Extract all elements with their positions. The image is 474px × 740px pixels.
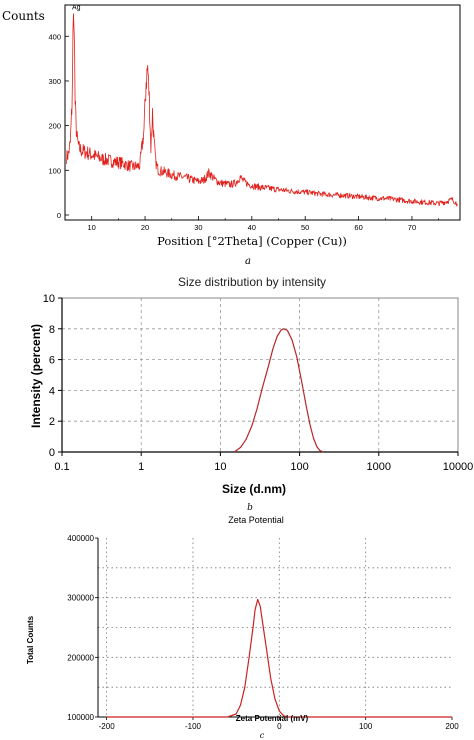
panel-a-x-tick-label: 40 — [248, 223, 256, 232]
panel-b-title: Size distribution by intensity — [178, 275, 326, 289]
panel-b-frame — [61, 297, 459, 453]
panel-a-x-tick-label: 60 — [354, 223, 362, 232]
panel-b-x-ticks: 0.1 1 10 100 1000 10000 — [54, 452, 473, 473]
panel-c-grid — [98, 538, 452, 717]
panel-a-y-tick-label: 0 — [57, 211, 61, 220]
panel-a-y-tick-label: 100 — [48, 166, 61, 175]
panel-c-y-tick-label: 400000 — [67, 534, 94, 543]
panel-a-frame — [64, 4, 461, 221]
panel-a-x-tick-label: 50 — [301, 223, 309, 232]
panel-b-series-line — [233, 328, 324, 453]
panel-a-xrd-chart: Counts 0 100 200 300 400 10 20 30 40 50 60 70 Ag P… — [2, 4, 461, 267]
panel-b-ylabel: Intensity (percent) — [29, 324, 43, 428]
panel-b-axes — [61, 297, 459, 453]
panel-c-x-tick-label: -100 — [185, 722, 202, 731]
panel-b-y-tick-label: 2 — [49, 416, 55, 428]
panel-b-y-tick-label: 10 — [43, 293, 55, 305]
panel-c-y-tick-label: 100000 — [67, 713, 94, 722]
panel-b-y-tick-label: 4 — [49, 385, 55, 397]
panel-a-x-tick-label: 20 — [141, 223, 149, 232]
panel-a-label: a — [245, 256, 251, 267]
panel-a-y-tick-label: 300 — [48, 77, 61, 86]
panel-c-x-tick-label: 200 — [445, 722, 459, 731]
panel-b-xlabel: Size (d.nm) — [222, 482, 286, 496]
panel-b-size-chart: Size distribution by intensity 0 2 4 6 8 10 0… — [29, 275, 473, 513]
panel-b-y-tick-label: 8 — [49, 324, 55, 336]
panel-a-series-line — [66, 13, 458, 207]
panel-b-y-tick-label: 0 — [49, 447, 55, 459]
panel-b-x-tick-label: 10 — [214, 461, 226, 473]
panel-c-label: c — [260, 731, 265, 740]
panel-a-xlabel: Position [°2Theta] (Copper (Cu)) — [157, 234, 347, 248]
panel-a-x-ticks: 10 20 30 40 50 60 70 — [64, 216, 439, 232]
panel-a-y-tick-label: 400 — [48, 32, 61, 41]
panel-c-x-ticks: -200 -100 0 100 200 — [99, 717, 459, 731]
panel-a-x-tick-label: 30 — [194, 223, 202, 232]
panel-b-x-tick-label: 1 — [138, 461, 144, 473]
panel-c-x-tick-label: 100 — [359, 722, 373, 731]
panel-a-x-tick-label: 10 — [88, 223, 96, 232]
panel-b-x-tick-label: 100 — [290, 461, 308, 473]
panel-a-y-ticks: 0 100 200 300 400 — [48, 32, 69, 220]
panel-c-series — [106, 598, 452, 718]
panel-c-y-tick-label: 300000 — [67, 594, 94, 603]
panel-b-x-tick-label: 0.1 — [54, 461, 69, 473]
panel-c-title: Zeta Potential — [228, 515, 284, 525]
panel-b-x-tick-label: 1000 — [367, 461, 391, 473]
panel-c-zeta-chart: Zeta Potential 100000200000300000400000 … — [26, 515, 459, 740]
panel-b-y-ticks: 0 2 4 6 8 10 — [43, 293, 62, 459]
panel-c-x-tick-label: -200 — [99, 722, 116, 731]
panel-a-x-tick-label: 70 — [408, 223, 416, 232]
panel-c-x-tick-label: 0 — [277, 722, 282, 731]
panel-b-label: b — [247, 503, 253, 513]
panel-c-y-ticks: 100000 200000 300000 400000 — [67, 534, 98, 722]
panel-a-ylabel: Counts — [2, 9, 45, 23]
panel-a-series — [66, 13, 458, 207]
panel-b-y-tick-label: 6 — [49, 355, 55, 367]
panel-b-series — [233, 328, 324, 453]
panel-c-xlabel: Zeta Potential (mV) — [236, 714, 309, 723]
panel-c-series-line — [106, 598, 452, 718]
panel-c-ylabel: Total Counts — [26, 615, 35, 664]
panel-c-y-tick-label: 200000 — [67, 653, 94, 662]
panel-a-axes — [64, 4, 461, 221]
panel-b-x-tick-label: 10000 — [443, 461, 474, 473]
panel-a-y-tick-label: 200 — [48, 122, 61, 131]
panel-a-annotation-ag: Ag — [72, 4, 81, 11]
panel-b-grid — [62, 298, 458, 452]
